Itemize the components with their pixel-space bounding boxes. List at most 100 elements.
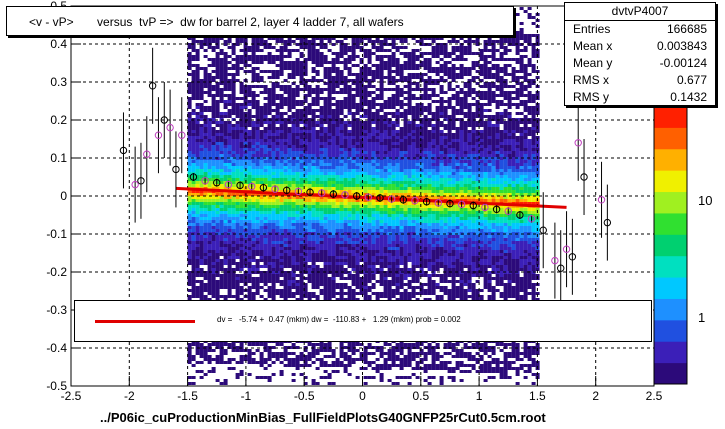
heat-cell xyxy=(359,130,364,133)
heat-cell xyxy=(375,127,380,130)
heat-cell xyxy=(363,190,368,193)
heat-cell xyxy=(311,379,316,382)
heat-cell xyxy=(227,211,232,214)
heat-cell xyxy=(243,262,248,265)
heat-cell xyxy=(383,274,388,277)
heat-cell xyxy=(339,289,344,292)
heat-cell xyxy=(391,205,396,208)
heat-cell xyxy=(231,49,236,52)
heat-cell xyxy=(383,163,388,166)
heat-cell xyxy=(203,262,208,265)
heat-cell xyxy=(219,67,224,70)
heat-cell xyxy=(211,223,216,226)
heat-cell xyxy=(263,193,268,196)
heat-cell xyxy=(383,208,388,211)
heat-cell xyxy=(259,124,264,127)
heat-cell xyxy=(351,106,356,109)
heat-cell xyxy=(191,280,196,283)
heat-cell xyxy=(207,73,212,76)
heat-cell xyxy=(199,349,204,352)
heat-cell xyxy=(315,187,320,190)
heat-cell xyxy=(339,220,344,223)
heat-cell xyxy=(379,61,384,64)
heat-cell xyxy=(235,289,240,292)
heat-cell xyxy=(247,274,252,277)
heat-cell xyxy=(187,358,192,361)
heat-cell xyxy=(187,91,192,94)
heat-cell xyxy=(207,163,212,166)
heat-cell xyxy=(259,172,264,175)
heat-cell xyxy=(247,172,252,175)
heat-cell xyxy=(323,67,328,70)
heat-cell xyxy=(275,106,280,109)
heat-cell xyxy=(251,154,256,157)
heat-cell xyxy=(259,166,264,169)
heat-cell xyxy=(311,91,316,94)
heat-cell xyxy=(379,364,384,367)
heat-cell xyxy=(383,361,388,364)
heat-cell xyxy=(279,295,284,298)
heat-cell xyxy=(211,97,216,100)
heat-cell xyxy=(219,127,224,130)
heat-cell xyxy=(291,151,296,154)
heat-cell xyxy=(235,268,240,271)
heat-cell xyxy=(311,355,316,358)
heat-cell xyxy=(391,229,396,232)
heat-cell xyxy=(387,193,392,196)
heat-cell xyxy=(391,160,396,163)
heat-cell xyxy=(327,169,332,172)
heat-cell xyxy=(275,265,280,268)
heat-cell xyxy=(295,43,300,46)
heat-cell xyxy=(351,166,356,169)
heat-cell xyxy=(263,277,268,280)
heat-cell xyxy=(259,142,264,145)
heat-cell xyxy=(219,100,224,103)
heat-cell xyxy=(215,358,220,361)
heat-cell xyxy=(219,295,224,298)
heat-cell xyxy=(307,220,312,223)
heat-cell xyxy=(271,85,276,88)
heat-cell xyxy=(259,220,264,223)
heat-cell xyxy=(319,79,324,82)
heat-cell xyxy=(255,133,260,136)
heat-cell xyxy=(287,208,292,211)
heat-cell xyxy=(207,235,212,238)
heat-cell xyxy=(283,136,288,139)
heat-cell xyxy=(227,343,232,346)
heat-cell xyxy=(367,163,372,166)
heat-cell xyxy=(375,250,380,253)
heat-cell xyxy=(323,187,328,190)
heat-cell xyxy=(247,349,252,352)
heat-cell xyxy=(267,274,272,277)
heat-cell xyxy=(287,49,292,52)
heat-cell xyxy=(379,268,384,271)
heat-cell xyxy=(367,190,372,193)
heat-cell xyxy=(235,283,240,286)
heat-cell xyxy=(195,226,200,229)
heat-cell xyxy=(319,259,324,262)
heat-cell xyxy=(267,37,272,40)
heat-cell xyxy=(271,73,276,76)
heat-cell xyxy=(299,121,304,124)
heat-cell xyxy=(271,256,276,259)
heat-cell xyxy=(187,139,192,142)
heat-cell xyxy=(291,361,296,364)
heat-cell xyxy=(231,109,236,112)
heat-cell xyxy=(319,277,324,280)
heat-cell xyxy=(267,223,272,226)
heat-cell xyxy=(251,205,256,208)
heat-cell xyxy=(247,205,252,208)
heat-cell xyxy=(239,67,244,70)
heat-cell xyxy=(195,280,200,283)
heat-cell xyxy=(375,259,380,262)
heat-cell xyxy=(223,298,228,301)
heat-cell xyxy=(231,130,236,133)
heat-cell xyxy=(375,151,380,154)
heat-cell xyxy=(387,253,392,256)
heat-cell xyxy=(347,154,352,157)
heat-cell xyxy=(235,193,240,196)
heat-cell xyxy=(331,265,336,268)
heat-cell xyxy=(271,244,276,247)
heat-cell xyxy=(375,148,380,151)
heat-cell xyxy=(315,37,320,40)
